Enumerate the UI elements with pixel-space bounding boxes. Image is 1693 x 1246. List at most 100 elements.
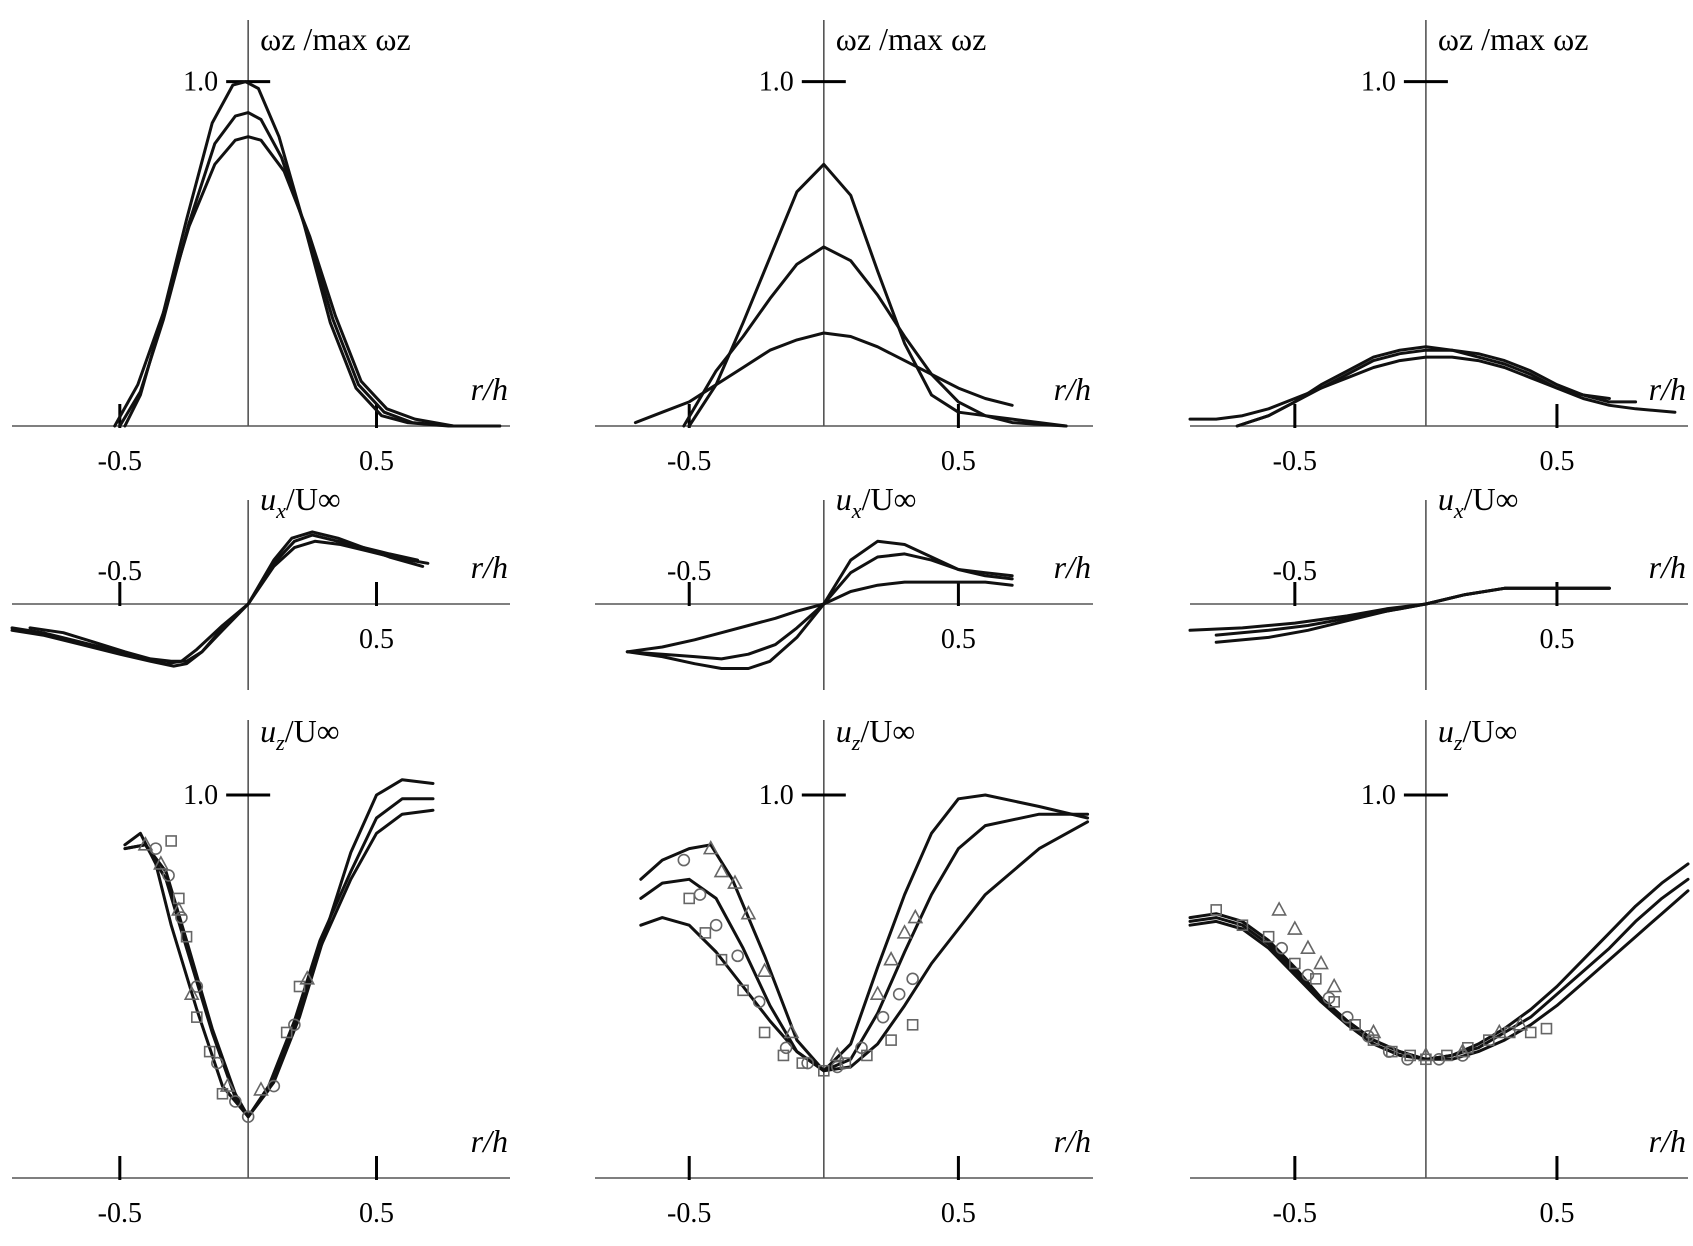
y-axis-label: ux/U∞: [1438, 481, 1519, 523]
marker-triangle: [713, 862, 730, 878]
series-line-2: [10, 530, 420, 668]
marker-square: [180, 930, 193, 943]
series-line-3: [113, 135, 502, 428]
marker-circle: [1382, 1045, 1396, 1058]
y-tick-label: 1.0: [759, 67, 794, 98]
series-line-2: [1188, 877, 1690, 1061]
marker-circle: [830, 1060, 844, 1074]
marker-square: [293, 980, 306, 993]
marker-square: [737, 984, 749, 997]
series-line-3: [633, 331, 1014, 425]
marker-circle: [1340, 1010, 1354, 1024]
marker-circle: [752, 995, 766, 1009]
series-line-3: [1214, 586, 1611, 644]
marker-circle: [677, 853, 691, 867]
marker-triangle: [1300, 939, 1316, 955]
x-axis-label: r/h: [1054, 1123, 1091, 1159]
panel-r2-c3: -0.5 0.5 ux/U∞ r/h: [1188, 481, 1688, 690]
marker-circle: [211, 1056, 224, 1070]
marker-triangle: [1512, 1016, 1529, 1031]
marker-triangle: [219, 1077, 236, 1092]
x-axis-label: r/h: [1649, 549, 1686, 585]
marker-square: [1262, 930, 1275, 943]
y-axis-label: uz/U∞: [836, 713, 915, 755]
marker-triangle: [727, 874, 743, 889]
series-line-2: [682, 245, 1068, 428]
marker-square: [818, 1064, 830, 1077]
marker-circle: [241, 1110, 255, 1124]
marker-circle: [1361, 1029, 1375, 1043]
marker-triangle: [1454, 1042, 1471, 1058]
series-line-1: [1188, 862, 1690, 1061]
series-line-2: [1235, 348, 1638, 428]
marker-square: [1289, 957, 1301, 970]
marker-square: [1503, 1026, 1516, 1039]
marker-square: [699, 927, 712, 939]
panel-r3-c2: -0.5 0.5 1.0 uz/U∞ r/h: [595, 713, 1093, 1229]
x-tick-label: -0.5: [1273, 446, 1317, 477]
marker-square: [683, 892, 696, 905]
marker-circle: [288, 1018, 301, 1032]
marker-circle: [149, 842, 163, 855]
x-tick-label: -0.5: [667, 556, 711, 587]
panel-r1-c2: -0.5 0.5 1.0 ωz /max ωz r/h: [595, 20, 1093, 477]
marker-circle: [855, 1041, 868, 1055]
marker-circle: [892, 987, 906, 1001]
marker-triangle: [1313, 954, 1329, 970]
marker-square: [715, 953, 728, 966]
x-tick-label: 0.5: [359, 1198, 394, 1229]
marker-square: [906, 1018, 919, 1031]
marker-circle: [175, 911, 188, 924]
series-line-3: [123, 808, 435, 1119]
x-tick-label: -0.5: [98, 1198, 142, 1229]
x-axis-label: r/h: [1649, 1123, 1686, 1159]
marker-square: [1349, 1018, 1361, 1031]
marker-square: [796, 1057, 809, 1069]
x-tick-label: -0.5: [98, 446, 142, 477]
x-tick-label: 0.5: [941, 624, 976, 655]
marker-square: [1404, 1049, 1416, 1062]
marker-square: [1524, 1026, 1537, 1039]
panel-r3-c3: -0.5 0.5 1.0 uz/U∞ r/h: [1188, 713, 1690, 1229]
marker-circle: [693, 888, 707, 901]
marker-triangle: [253, 1081, 269, 1096]
marker-circle: [1432, 1052, 1446, 1066]
marker-circle: [1401, 1052, 1414, 1066]
marker-triangle: [299, 970, 316, 985]
x-tick-label: -0.5: [667, 446, 711, 477]
y-axis-label: uz/U∞: [260, 713, 339, 755]
marker-triangle: [1326, 977, 1343, 993]
marker-circle: [229, 1095, 242, 1108]
marker-triangle: [171, 901, 187, 916]
x-tick-label: 0.5: [359, 446, 394, 477]
series-line-3: [1188, 355, 1611, 421]
panel-r1-c3: -0.5 0.5 1.0 ωz /max ωz r/h: [1188, 20, 1688, 477]
marker-square: [1210, 904, 1223, 916]
marker-triangle: [883, 951, 899, 966]
x-tick-label: 0.5: [941, 446, 976, 477]
x-tick-label: -0.5: [1273, 1198, 1317, 1229]
marker-circle: [906, 972, 919, 986]
marker-triangle: [907, 908, 924, 924]
marker-triangle: [869, 985, 886, 1000]
x-axis-label: r/h: [1054, 371, 1091, 407]
series-line-2: [639, 812, 1090, 1073]
marker-square: [777, 1049, 790, 1062]
y-axis-label: ωz /max ωz: [1438, 21, 1589, 57]
x-tick-label: -0.5: [98, 556, 142, 587]
x-axis-label: r/h: [471, 371, 508, 407]
marker-triangle: [1491, 1023, 1508, 1039]
marker-circle: [731, 949, 744, 963]
marker-square: [758, 1026, 771, 1039]
y-tick-label: 1.0: [183, 67, 218, 98]
x-tick-label: 0.5: [1539, 624, 1574, 655]
marker-triangle: [740, 905, 757, 920]
panel-r2-c1: -0.5 0.5 ux/U∞ r/h: [10, 481, 510, 690]
marker-triangle: [137, 836, 154, 851]
x-axis-label: r/h: [471, 549, 508, 585]
marker-triangle: [783, 1023, 800, 1039]
marker-circle: [1275, 941, 1289, 955]
x-axis-label: r/h: [471, 1123, 508, 1159]
series-line-1: [639, 793, 1090, 1073]
